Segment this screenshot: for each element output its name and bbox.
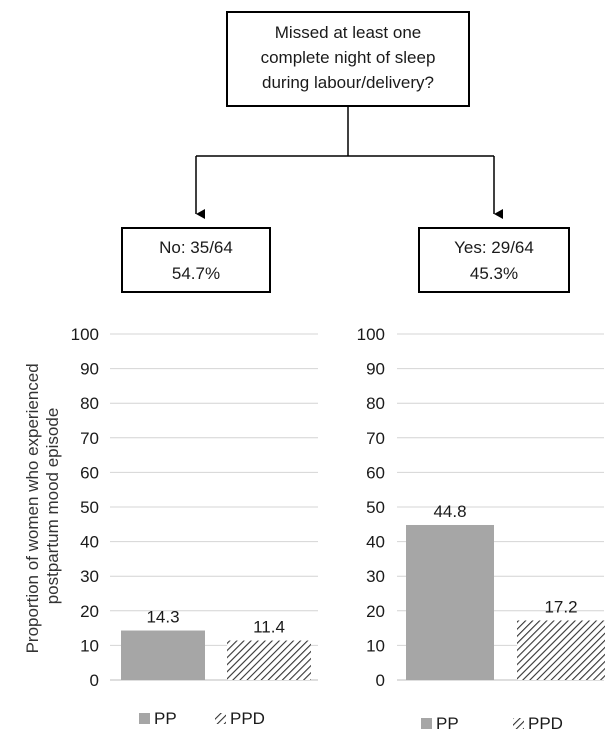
y-tick-label: 80 (366, 394, 385, 413)
y-tick-label: 30 (366, 567, 385, 586)
y-tick-label: 100 (71, 325, 99, 344)
bar-ppd (227, 640, 311, 680)
flow-connectors (195, 106, 503, 219)
bar-ppd (517, 620, 605, 680)
y-tick-label: 10 (80, 636, 99, 655)
yes-box: Yes: 29/64 45.3% (418, 227, 570, 293)
y-axis-title-line-2: postpartum mood episode (43, 408, 62, 605)
chart-yes: 0 10 20 30 40 50 60 70 80 90 100 44.8 17.2 PP PPD (357, 325, 605, 733)
legend-label-ppd: PPD (528, 714, 563, 733)
data-label: 17.2 (544, 597, 577, 616)
y-tick-label: 90 (80, 360, 99, 379)
data-label: 14.3 (146, 608, 179, 627)
yes-count: Yes: 29/64 (454, 238, 534, 257)
y-tick-label: 40 (80, 533, 99, 552)
y-tick-label: 100 (357, 325, 385, 344)
y-tick-label: 0 (376, 671, 385, 690)
legend-swatch-pp (421, 718, 432, 729)
y-tick-label: 20 (80, 602, 99, 621)
legend-label-ppd: PPD (230, 709, 265, 728)
y-axis-title-line-1: Proportion of women who experienced (23, 363, 42, 653)
no-box: No: 35/64 54.7% (121, 227, 271, 293)
y-tick-label: 60 (80, 463, 99, 482)
y-axis-title: Proportion of women who experienced post… (23, 359, 62, 654)
y-tick-label: 60 (366, 463, 385, 482)
y-tick-label: 90 (366, 360, 385, 379)
chart-no: 0 10 20 30 40 50 60 70 80 90 100 14.3 11.4 PP PPD (71, 325, 318, 728)
y-tick-label: 20 (366, 602, 385, 621)
y-tick-label: 50 (366, 498, 385, 517)
legend-label-pp: PP (154, 709, 177, 728)
question-line-1: Missed at least one (275, 23, 421, 42)
legend-label-pp: PP (436, 714, 459, 733)
bar-pp (121, 630, 205, 680)
question-line-3: during labour/delivery? (262, 73, 434, 92)
y-tick-label: 70 (80, 429, 99, 448)
question-box: Missed at least one complete night of sl… (226, 11, 470, 107)
no-percent: 54.7% (172, 264, 220, 283)
y-tick-label: 0 (90, 671, 99, 690)
y-tick-label: 10 (366, 636, 385, 655)
question-line-2: complete night of sleep (261, 48, 436, 67)
legend-swatch-pp (139, 713, 150, 724)
data-label: 11.4 (253, 618, 285, 637)
data-label: 44.8 (433, 502, 466, 521)
bar-pp (406, 524, 494, 680)
y-tick-label: 30 (80, 567, 99, 586)
y-tick-label: 50 (80, 498, 99, 517)
y-tick-label: 40 (366, 533, 385, 552)
legend-swatch-ppd (215, 713, 226, 724)
y-tick-label: 80 (80, 394, 99, 413)
legend-swatch-ppd (513, 718, 524, 729)
yes-percent: 45.3% (470, 264, 518, 283)
y-tick-label: 70 (366, 429, 385, 448)
no-count: No: 35/64 (159, 238, 233, 257)
